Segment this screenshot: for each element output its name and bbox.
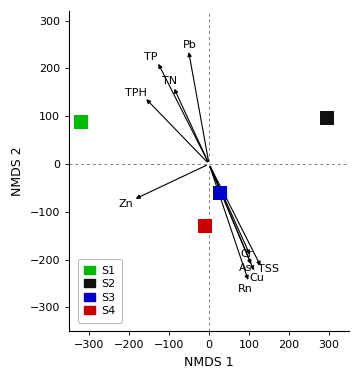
Text: Pb: Pb: [183, 40, 197, 49]
X-axis label: NMDS 1: NMDS 1: [184, 356, 234, 369]
Text: Rn: Rn: [238, 284, 253, 294]
Text: Cu: Cu: [249, 273, 264, 283]
Text: TN: TN: [162, 76, 177, 86]
Text: As: As: [239, 263, 252, 273]
Text: TPH: TPH: [125, 88, 147, 98]
Point: [202, 223, 208, 229]
Point: [78, 119, 84, 125]
Point: [217, 190, 223, 196]
Legend: S1, S2, S3, S4: S1, S2, S3, S4: [77, 259, 122, 323]
Y-axis label: NMDS 2: NMDS 2: [11, 146, 24, 196]
Point: [324, 115, 330, 121]
Text: TSS: TSS: [258, 264, 279, 274]
Text: Cr: Cr: [240, 249, 252, 259]
Text: TP: TP: [144, 52, 157, 62]
Text: Zn: Zn: [118, 199, 133, 209]
